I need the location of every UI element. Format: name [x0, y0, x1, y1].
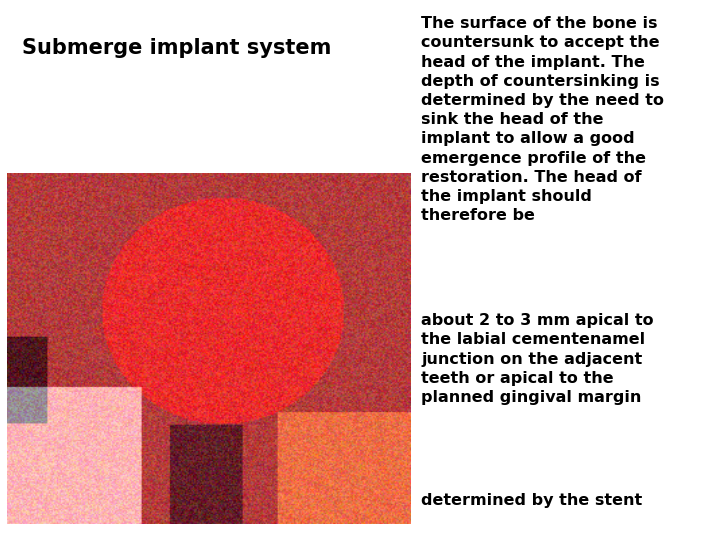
Text: The surface of the bone is
countersunk to accept the
head of the implant. The
de: The surface of the bone is countersunk t…	[421, 16, 665, 223]
Text: about 2 to 3 mm apical to
the labial cementenamel
junction on the adjacent
teeth: about 2 to 3 mm apical to the labial cem…	[421, 313, 654, 405]
Text: determined by the stent: determined by the stent	[421, 492, 642, 508]
Text: Submerge implant system: Submerge implant system	[22, 38, 331, 58]
